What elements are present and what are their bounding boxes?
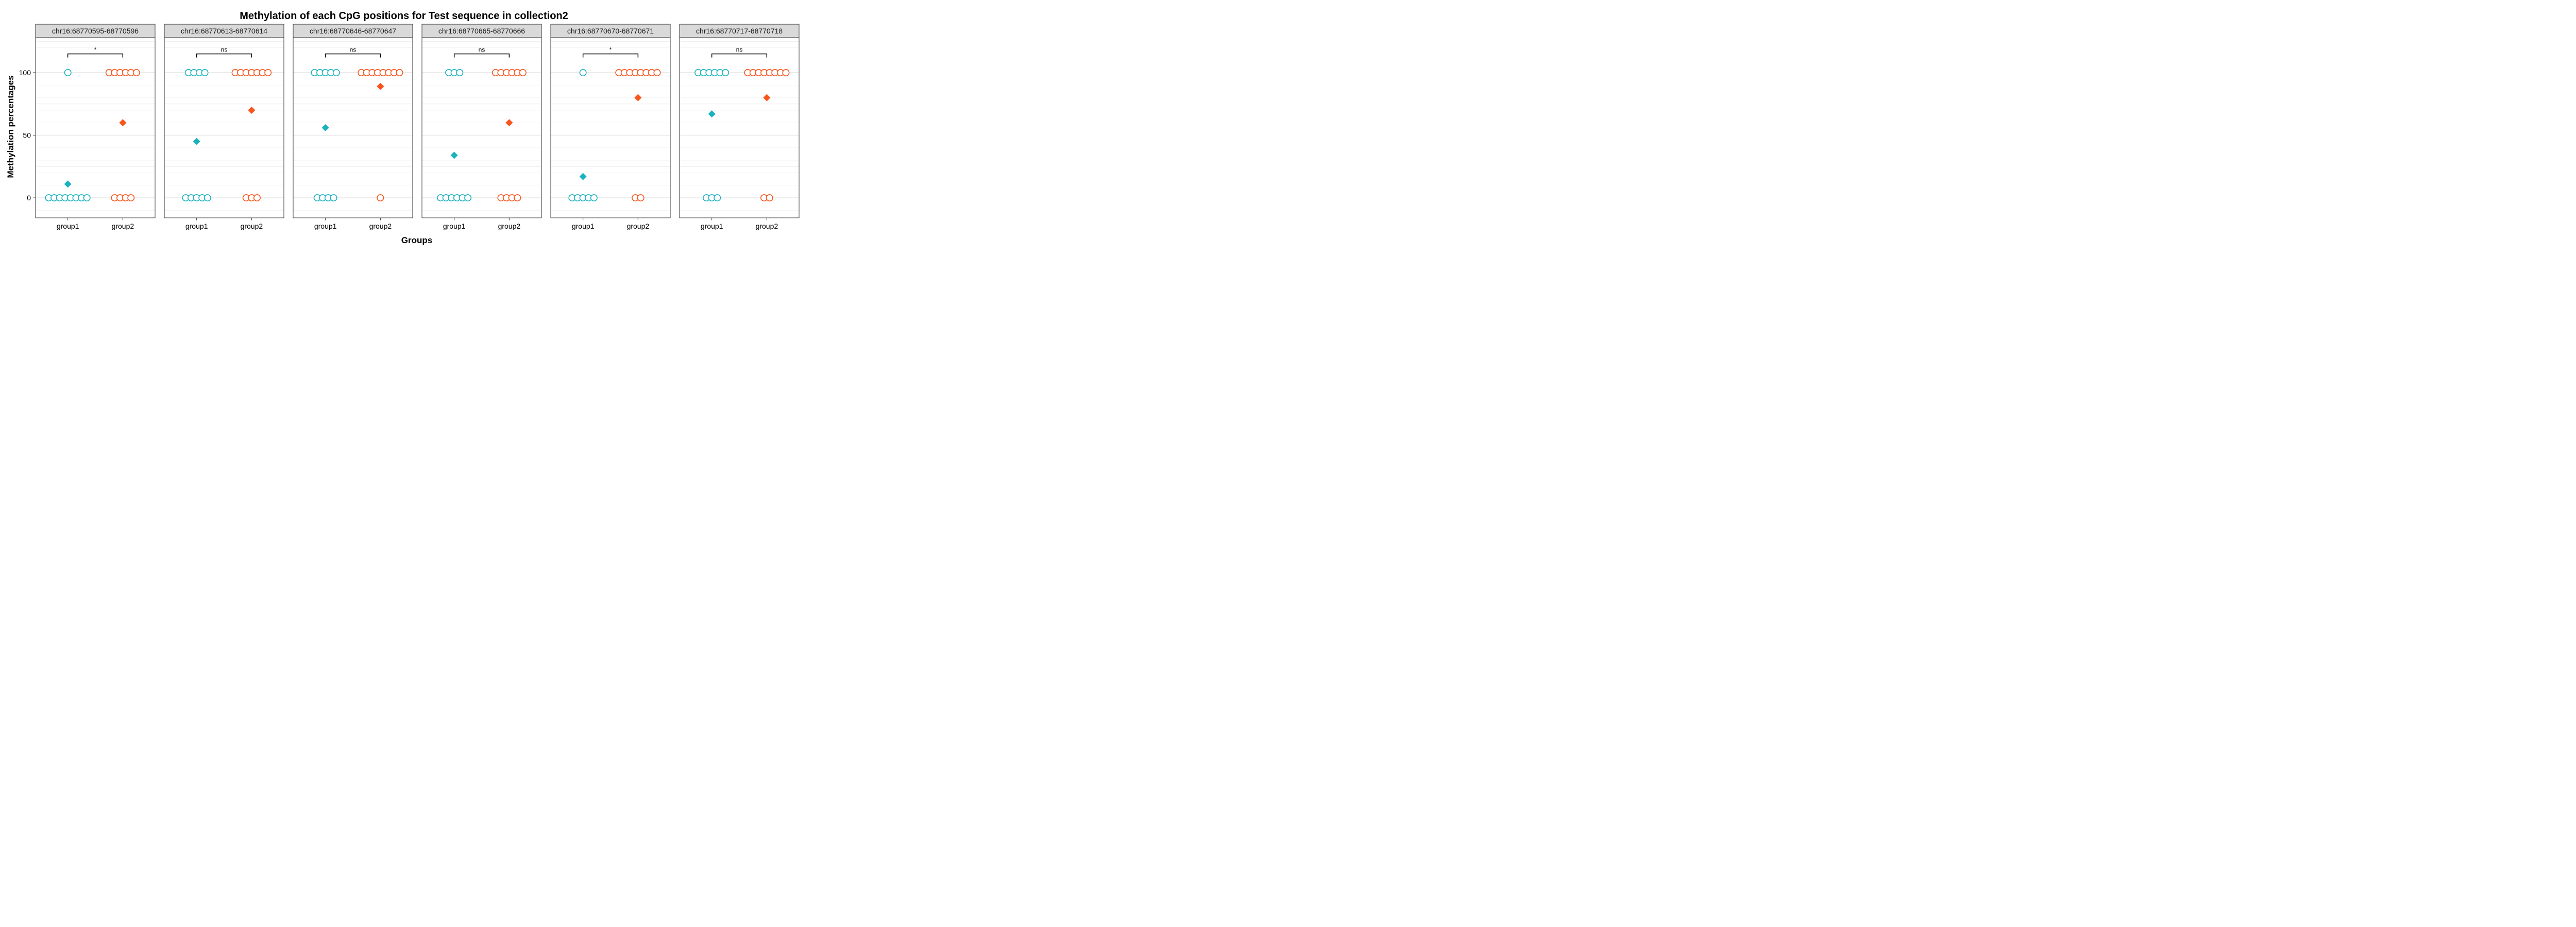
significance-bracket — [196, 53, 252, 58]
facet-panel: chr16:68770613-68770614 ns group1 group2 — [164, 24, 284, 230]
mean-marker — [450, 151, 458, 159]
mean-marker — [64, 180, 72, 188]
mean-marker — [193, 138, 200, 145]
mean-marker — [321, 124, 329, 131]
mean-marker — [763, 94, 771, 101]
data-point — [653, 69, 661, 77]
panel-border — [293, 37, 413, 218]
facet-strip-label: chr16:68770646-68770647 — [310, 27, 396, 35]
x-tick-label: group2 — [627, 222, 650, 230]
x-tick-label: group1 — [443, 222, 466, 230]
facet-strip — [421, 24, 542, 38]
x-tick-label: group1 — [185, 222, 208, 230]
facet-strip — [550, 24, 671, 38]
panel-background — [293, 38, 413, 218]
facet-strip — [35, 24, 156, 38]
data-point — [64, 69, 72, 77]
y-tick-label: 100 — [19, 68, 31, 77]
facet-strip-label: chr16:68770717-68770718 — [696, 27, 783, 35]
panel-background — [164, 38, 284, 218]
data-point — [637, 194, 645, 202]
data-point — [579, 69, 587, 77]
data-point — [377, 194, 384, 202]
data-point — [766, 194, 773, 202]
x-tick-label: group2 — [498, 222, 521, 230]
data-point — [590, 194, 598, 202]
mean-marker — [634, 94, 642, 101]
significance-bracket — [453, 53, 510, 58]
facet-strip-label: chr16:68770670-68770671 — [567, 27, 654, 35]
y-tick-label: 0 — [27, 194, 31, 202]
panel-background — [36, 38, 155, 218]
data-point — [204, 194, 211, 202]
mean-marker — [505, 119, 513, 127]
facet-strip-label: chr16:68770665-68770666 — [438, 27, 525, 35]
x-tick-label: group2 — [756, 222, 778, 230]
x-tick-label: group2 — [369, 222, 392, 230]
panel-border — [164, 37, 284, 218]
significance-label: * — [94, 46, 97, 54]
y-tick-label: 50 — [23, 131, 31, 140]
x-tick-label: group2 — [241, 222, 263, 230]
mean-marker — [248, 106, 256, 114]
data-point — [519, 69, 527, 77]
x-tick-label: group2 — [112, 222, 134, 230]
significance-label: ns — [350, 46, 357, 54]
facet-panel: chr16:68770595-68770596 * group1 group2 — [35, 24, 156, 230]
data-point — [83, 194, 91, 202]
data-point — [714, 194, 721, 202]
facet-strip-label: chr16:68770613-68770614 — [181, 27, 267, 35]
y-axis-title: Methylation percentages — [6, 75, 15, 178]
data-point — [253, 194, 261, 202]
facet-panel: chr16:68770646-68770647 ns group1 group2 — [293, 24, 413, 230]
significance-label: ns — [221, 46, 228, 54]
data-point — [396, 69, 403, 77]
x-tick-label: group1 — [314, 222, 337, 230]
panel-background — [422, 38, 541, 218]
facet-panel: chr16:68770670-68770671 * group1 group2 — [550, 24, 671, 230]
data-point — [464, 194, 472, 202]
chart-title: Methylation of each CpG positions for Te… — [240, 10, 568, 22]
data-point — [127, 194, 135, 202]
panel-background — [680, 38, 799, 218]
x-tick-label: group1 — [701, 222, 723, 230]
mean-marker — [119, 119, 127, 127]
significance-bracket — [325, 53, 381, 58]
facet-strip-label: chr16:68770595-68770596 — [52, 27, 139, 35]
data-point — [132, 69, 140, 77]
data-point — [782, 69, 790, 77]
data-point — [264, 69, 272, 77]
panel-background — [551, 38, 670, 218]
mean-marker — [708, 110, 716, 118]
significance-label: * — [609, 46, 612, 54]
data-point — [722, 69, 730, 77]
mean-marker — [377, 82, 384, 90]
panel-border — [421, 37, 542, 218]
faceted-dot-chart: Methylation of each CpG positions for Te… — [6, 10, 800, 245]
panel-border — [550, 37, 671, 218]
facet-strip — [293, 24, 413, 38]
panel-border — [679, 37, 800, 218]
significance-label: ns — [736, 46, 743, 54]
significance-bracket — [582, 53, 639, 58]
data-point — [456, 69, 464, 77]
significance-bracket — [67, 53, 124, 58]
data-point — [514, 194, 521, 202]
data-point — [330, 194, 337, 202]
x-tick-label: group1 — [57, 222, 79, 230]
facet-panel: chr16:68770717-68770718 ns group1 group2 — [679, 24, 800, 230]
data-point — [332, 69, 340, 77]
x-axis-title: Groups — [401, 235, 432, 245]
data-point — [201, 69, 209, 77]
facet-panels: 0 50 100 chr16:68770595-68770596 * group1 grou… — [19, 24, 800, 230]
x-tick-label: group1 — [572, 222, 595, 230]
significance-bracket — [711, 53, 768, 58]
mean-marker — [579, 173, 587, 180]
significance-label: ns — [479, 46, 485, 54]
facet-strip — [164, 24, 284, 38]
facet-panel: chr16:68770665-68770666 ns group1 group2 — [421, 24, 542, 230]
panel-border — [35, 37, 156, 218]
